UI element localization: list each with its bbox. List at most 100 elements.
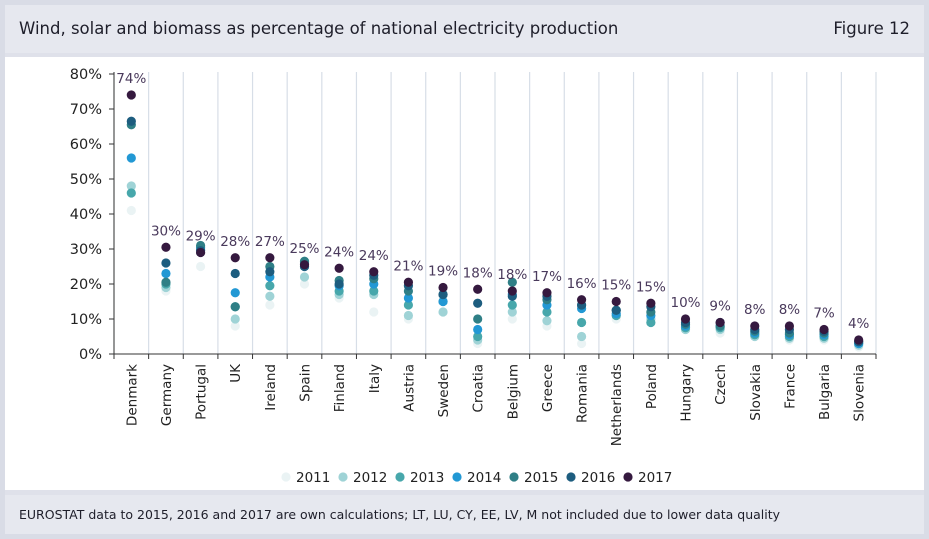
data-point-2015	[230, 302, 240, 312]
data-point-2017	[542, 288, 552, 298]
data-point-2011	[265, 300, 275, 310]
data-point-2012	[507, 307, 517, 317]
legend-label-2012: 2012	[353, 470, 387, 486]
data-point-2012	[265, 291, 275, 301]
data-point-2016	[611, 305, 621, 315]
data-point-2011	[195, 261, 206, 272]
data-point-2014	[403, 293, 414, 303]
value-label: 24%	[359, 248, 389, 264]
data-point-2011	[230, 321, 240, 331]
data-point-2017	[299, 260, 310, 270]
x-category-label: Belgium	[505, 364, 521, 419]
data-point-2012	[126, 181, 136, 191]
value-label: 28%	[220, 234, 250, 250]
data-point-2017	[334, 263, 344, 273]
y-tick-label: 40%	[70, 207, 102, 223]
x-category-label: Ireland	[263, 364, 279, 411]
data-point-2017	[230, 253, 240, 263]
value-label: 15%	[636, 279, 666, 295]
data-point-2015	[473, 314, 483, 324]
x-category-label: Spain	[298, 364, 314, 402]
legend-marker-2015	[509, 472, 519, 482]
data-point-2016	[126, 116, 136, 126]
data-point-2014	[126, 153, 136, 163]
y-tick-label: 50%	[70, 172, 102, 188]
value-label: 15%	[601, 278, 631, 294]
data-point-2012	[403, 310, 414, 321]
value-label: 74%	[116, 71, 146, 87]
value-label: 8%	[779, 302, 801, 318]
legend-marker-2011	[281, 472, 291, 482]
data-point-2014	[161, 268, 171, 279]
y-tick-label: 70%	[70, 102, 102, 118]
data-point-2017	[438, 282, 448, 293]
data-point-2017	[715, 317, 725, 328]
y-tick-label: 30%	[70, 242, 102, 258]
data-point-2017	[576, 295, 587, 305]
legend-marker-2014	[452, 472, 462, 482]
value-label: 19%	[428, 264, 458, 280]
x-category-label: Romania	[575, 364, 591, 423]
x-category-label: Poland	[644, 364, 660, 409]
scatter-chart: 0% 10% 20% 30% 40% 50% 60% 70% 80% Denmark Germany…	[70, 67, 877, 486]
x-category-label: France	[782, 364, 798, 409]
legend-label-2016: 2016	[581, 470, 615, 486]
value-label: 21%	[393, 258, 423, 274]
x-category-label: Italy	[367, 364, 383, 393]
data-point-2016	[265, 267, 275, 277]
data-point-2013	[646, 317, 656, 328]
data-point-2016	[473, 298, 483, 308]
x-category-label: Denmark	[124, 364, 140, 426]
data-point-2011	[576, 338, 587, 349]
value-label: 18%	[463, 265, 493, 281]
value-label: 18%	[497, 267, 527, 283]
y-tick-label: 60%	[70, 137, 102, 153]
data-point-2015	[507, 277, 517, 287]
data-point-2013	[403, 300, 414, 310]
data-point-2017	[819, 324, 829, 335]
legend-marker-2017	[623, 472, 633, 482]
data-point-2014	[438, 296, 448, 307]
data-point-2016	[230, 268, 240, 279]
x-category-label: Slovakia	[748, 364, 764, 421]
data-point-2011	[369, 307, 379, 317]
data-point-2012	[230, 314, 240, 324]
data-point-2017	[126, 90, 136, 100]
value-label: 7%	[813, 306, 835, 322]
data-point-2017	[750, 321, 760, 331]
y-tick-label: 80%	[70, 67, 102, 83]
x-category-label: Greece	[540, 364, 556, 412]
data-point-2017	[854, 335, 864, 345]
value-label: 4%	[848, 316, 870, 332]
data-point-2014	[230, 288, 240, 298]
data-point-2012	[542, 316, 552, 326]
value-label: 30%	[151, 223, 181, 239]
value-label: 29%	[186, 229, 216, 245]
data-point-2012	[576, 331, 587, 342]
data-point-2016	[161, 258, 171, 268]
legend-label-2014: 2014	[467, 470, 501, 486]
data-point-2016	[438, 289, 448, 300]
data-point-2017	[265, 253, 275, 263]
legend-marker-2013	[395, 472, 405, 482]
value-label: 8%	[744, 302, 766, 318]
figure-header: Wind, solar and biomass as percentage of…	[5, 5, 924, 53]
legend-label-2011: 2011	[296, 470, 330, 486]
data-point-2017	[195, 247, 206, 258]
data-point-2017	[680, 314, 691, 324]
data-point-2012	[438, 307, 448, 317]
x-category-label: Finland	[332, 364, 348, 412]
data-point-2011	[126, 205, 136, 216]
figure-number: Figure 12	[833, 19, 910, 38]
value-label: 16%	[567, 276, 597, 292]
x-category-label: Austria	[401, 364, 417, 412]
value-label: 9%	[709, 299, 731, 315]
data-point-2013	[542, 307, 552, 317]
x-category-label: Germany	[159, 364, 175, 426]
legend-label-2017: 2017	[638, 470, 672, 486]
data-point-2014	[473, 324, 483, 335]
x-category-label: UK	[228, 363, 244, 383]
data-point-2017	[646, 298, 656, 308]
data-point-2013	[507, 300, 517, 310]
legend-marker-2016	[566, 472, 576, 482]
